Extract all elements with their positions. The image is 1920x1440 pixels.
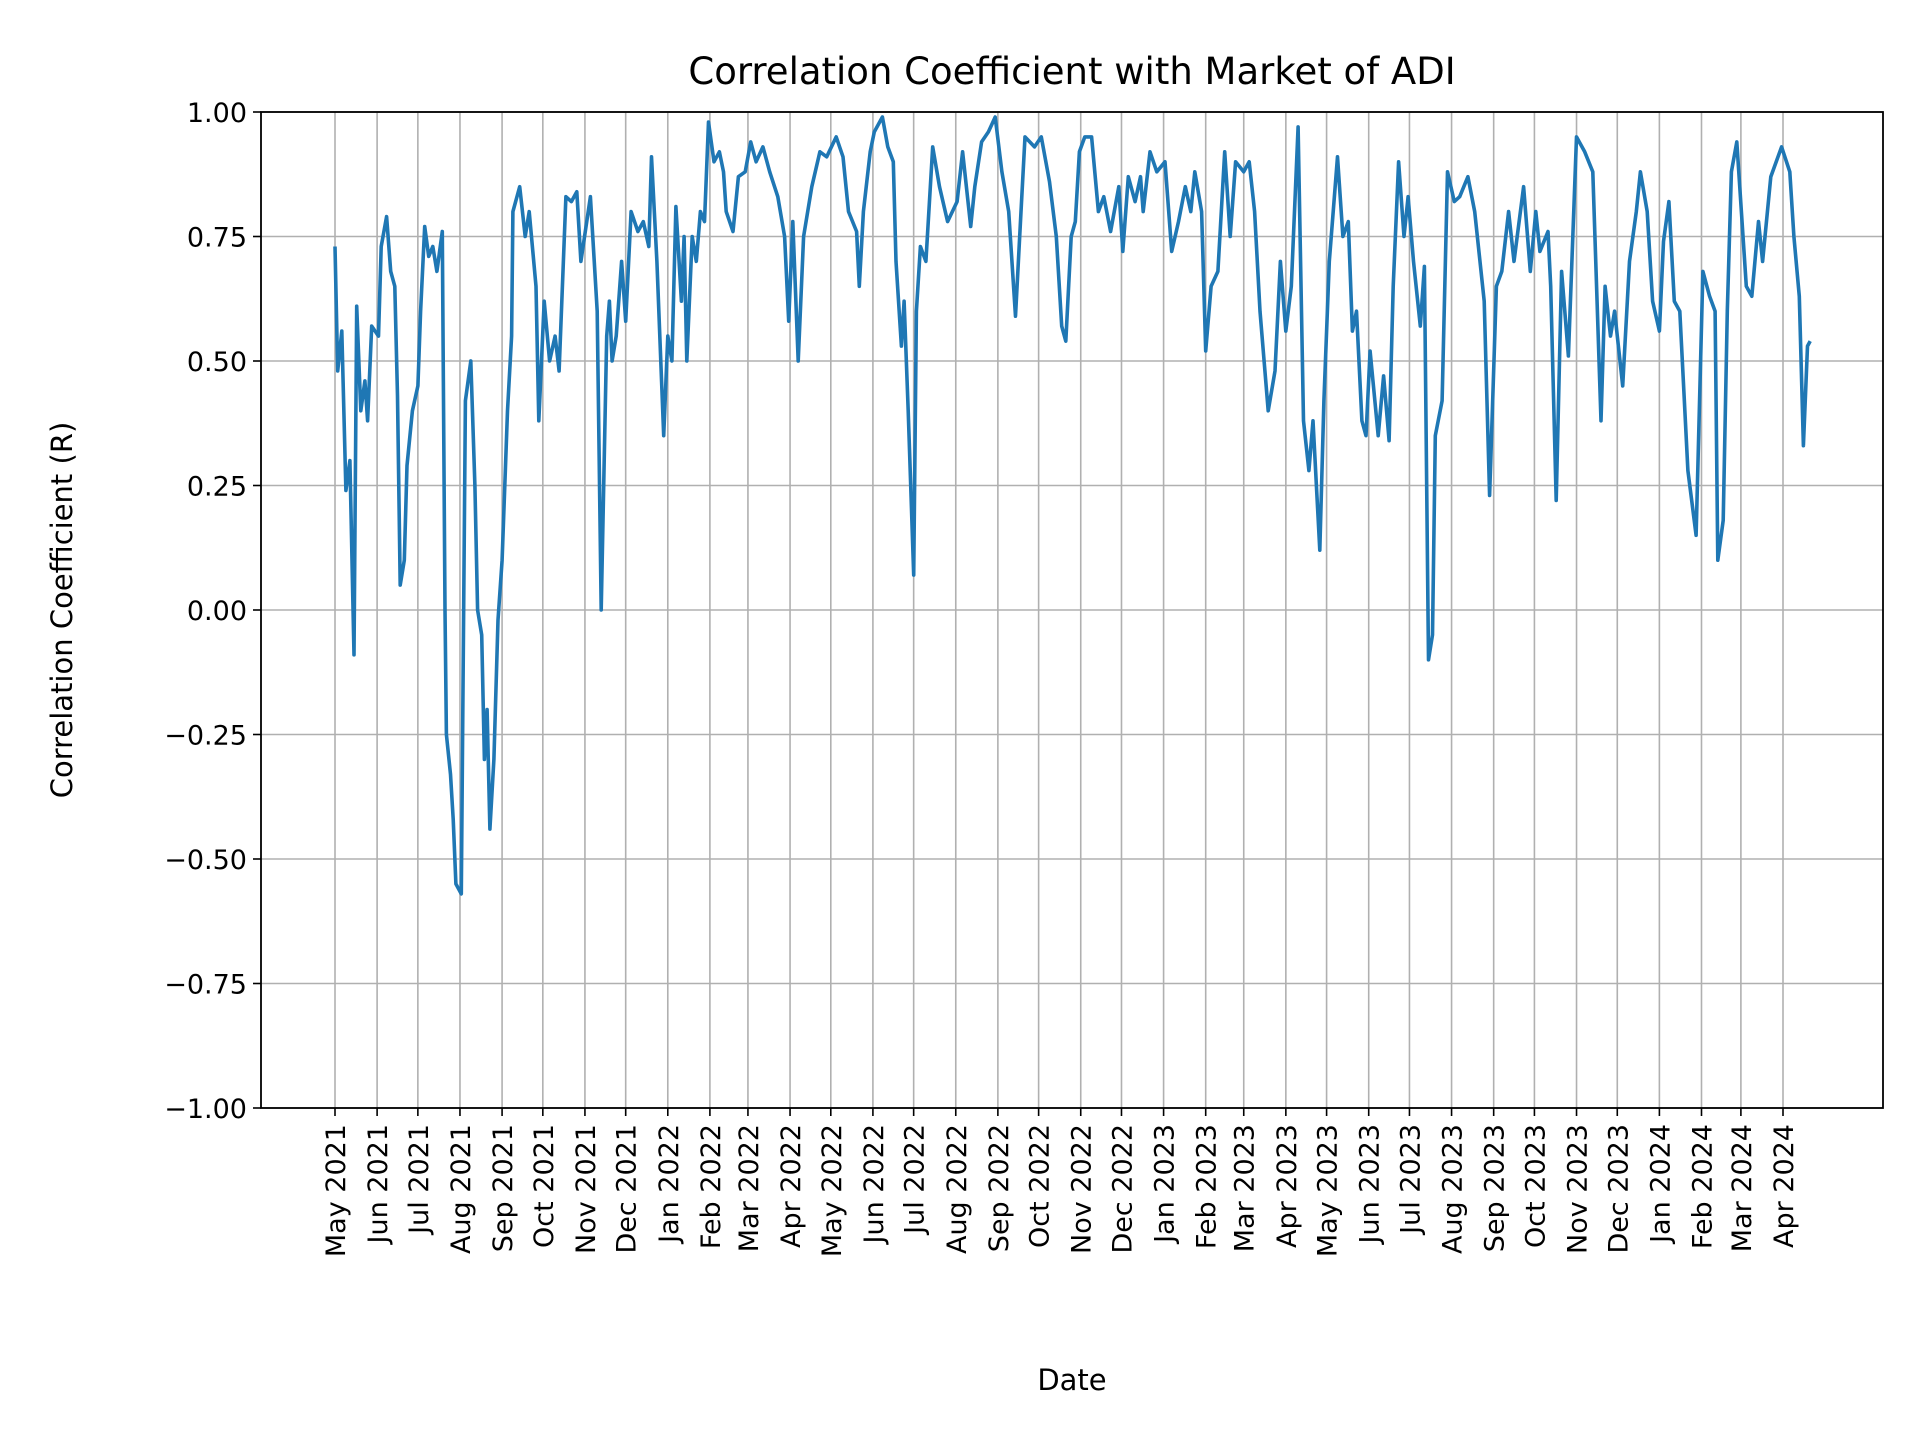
y-tick-label: −0.50	[164, 845, 247, 876]
y-axis-ticks: −1.00 −0.75 −0.50 −0.25 0.00 0.25 0.50 0.75 1.00	[164, 98, 261, 1125]
x-tick-label: Oct 2023	[1520, 1124, 1551, 1248]
x-tick-label: Feb 2023	[1192, 1124, 1223, 1249]
x-tick-label: Aug 2023	[1438, 1124, 1469, 1254]
y-tick-label: −0.25	[164, 721, 247, 752]
x-axis-ticks: May 2021 Jun 2021 Jul 2021 Aug 2021 Sep 2021…	[321, 1108, 1800, 1257]
y-tick-label: 0.75	[187, 223, 247, 254]
series-line-group	[333, 115, 1812, 896]
x-tick-label: Mar 2023	[1230, 1124, 1261, 1252]
y-tick-label: 1.00	[187, 98, 247, 129]
x-tick-label: Sep 2023	[1480, 1124, 1511, 1252]
x-tick-label: Apr 2022	[776, 1124, 807, 1248]
y-axis-label: Correlation Coefficient (R)	[45, 422, 79, 799]
x-tick-label: Nov 2021	[571, 1124, 602, 1254]
y-tick-label: 0.00	[187, 596, 247, 627]
x-tick-label: Aug 2022	[942, 1124, 973, 1254]
x-tick-label: Nov 2022	[1067, 1124, 1098, 1254]
chart-title: Correlation Coefficient with Market of A…	[688, 50, 1455, 93]
x-tick-label: May 2021	[321, 1124, 352, 1257]
series-line	[333, 115, 1812, 896]
x-tick-label: Dec 2022	[1107, 1124, 1138, 1254]
x-tick-label: Feb 2024	[1687, 1124, 1718, 1249]
x-tick-label: Apr 2024	[1769, 1124, 1800, 1248]
x-tick-label: Oct 2022	[1025, 1124, 1056, 1248]
y-tick-label: −0.75	[164, 970, 247, 1001]
y-tick-label: 0.50	[187, 347, 247, 378]
x-tick-label: May 2023	[1313, 1124, 1344, 1257]
x-tick-label: Dec 2021	[612, 1124, 643, 1254]
x-axis-label: Date	[1037, 1363, 1106, 1397]
x-tick-label: Mar 2022	[734, 1124, 765, 1252]
y-tick-label: 0.25	[187, 472, 247, 503]
x-tick-label: Jul 2021	[404, 1124, 435, 1236]
x-tick-label: Jul 2023	[1395, 1124, 1426, 1236]
x-tick-label: Oct 2021	[529, 1124, 560, 1248]
x-tick-label: Jul 2022	[900, 1124, 931, 1236]
x-tick-label: Jun 2023	[1355, 1124, 1386, 1245]
x-tick-label: Jan 2023	[1150, 1124, 1181, 1245]
x-tick-label: Mar 2024	[1727, 1124, 1758, 1252]
x-tick-label: Sep 2021	[488, 1124, 519, 1252]
y-tick-label: −1.00	[164, 1094, 247, 1125]
x-tick-label: May 2022	[817, 1124, 848, 1257]
x-tick-label: Nov 2023	[1563, 1124, 1594, 1254]
x-tick-label: Jan 2024	[1645, 1124, 1676, 1245]
x-tick-label: Jun 2022	[859, 1124, 890, 1245]
x-tick-label: Jun 2021	[363, 1124, 394, 1245]
x-tick-label: Apr 2023	[1272, 1124, 1303, 1248]
x-tick-label: Jan 2022	[654, 1124, 685, 1245]
x-tick-label: Sep 2022	[984, 1124, 1015, 1252]
x-tick-label: Aug 2021	[446, 1124, 477, 1254]
x-tick-label: Dec 2023	[1603, 1124, 1634, 1254]
x-tick-label: Feb 2022	[696, 1124, 727, 1249]
